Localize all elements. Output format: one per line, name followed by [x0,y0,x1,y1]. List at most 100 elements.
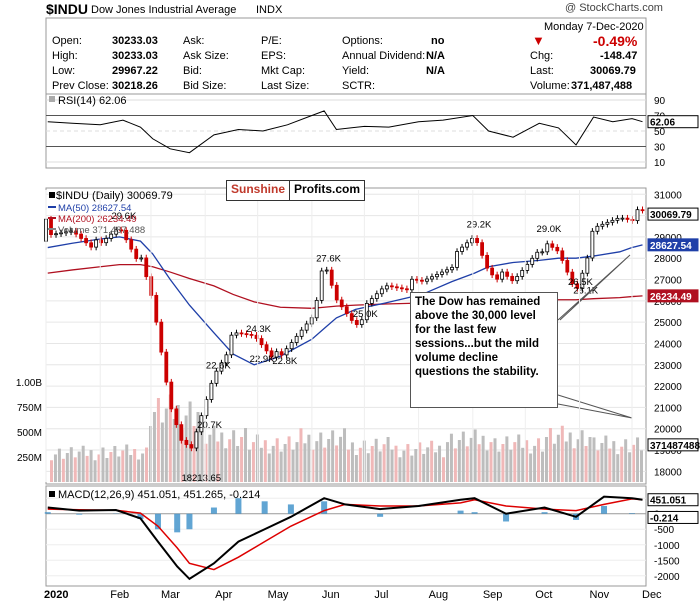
volume-bar [366,453,370,482]
volume-bar [438,445,442,482]
ask-label: Ask: [183,35,205,47]
candle-body [595,225,600,232]
price-last-tag: 30069.79 [650,210,692,221]
candle-body [550,243,555,248]
dividend-value: N/A [426,50,445,62]
candle-body [620,217,625,220]
price-data-label: 18213.65 [181,473,221,484]
volume-bar [263,440,267,482]
candle-body [219,362,224,372]
candle-body [279,351,284,356]
volume-bar [156,398,160,482]
candle-body [545,243,550,253]
volume-bar [299,428,303,482]
volume-bar [220,432,224,482]
last-size-label: Last Size: [261,80,310,92]
volume-bar [457,440,461,482]
price-data-label: 26.5K [568,277,593,288]
volume-bar [628,452,632,482]
candle-body [605,221,610,225]
volume-bar [331,430,335,482]
volume-bar [117,456,121,482]
volume-bar [481,435,485,482]
volume-bar [335,445,339,482]
candle-body [354,320,359,325]
volume-bar [576,439,580,482]
volume-bar [267,453,271,482]
volume-bar [192,426,196,482]
macd-histogram-bar [186,513,193,530]
candle-body [134,248,139,259]
macd-panel [45,485,647,587]
options-value: no [431,35,445,47]
candle-body [635,209,640,222]
volume-bar [121,450,125,482]
candle-body [575,283,580,289]
volume-bar [390,449,394,482]
candle-body [625,217,630,220]
volume-bar [164,408,168,482]
candle-body [560,250,565,261]
macd-histogram-bar [377,513,384,517]
volume-bar [616,454,620,482]
candle-body [189,444,194,449]
volume-bar [501,444,505,482]
macd-tick-label: -1500 [654,556,680,567]
volume-bar [564,441,568,482]
macd-hist-last-tag: -0.214 [650,513,679,524]
volume-bar [620,446,624,482]
volume-bar [145,447,149,482]
volume-bar [208,434,212,482]
volume-tick-label: 250M [17,453,42,464]
rsi-tick-label: 30 [654,143,666,154]
rsi-tick-label: 90 [654,96,666,107]
macd-histogram-bar [321,501,328,514]
volume-bar [244,428,248,482]
volume-bar [236,446,240,482]
volume-bar [568,432,572,482]
candle-body [84,238,89,244]
logo-right: Profits.com [294,182,361,196]
candle-body [600,223,605,227]
volume-bar [85,455,89,482]
exchange: INDX [256,4,283,16]
volume-bar [224,448,228,482]
price-tick-label: 31000 [654,190,682,201]
volume-bar [279,451,283,482]
sunshine-profits-logo: Sunshine Profits.com [226,180,366,201]
macd-histogram-bar [541,512,548,514]
candle-body [455,251,459,268]
x-tick-label: Dec [642,589,662,601]
volume-bar [588,437,592,482]
candle-body [104,238,109,244]
macd-histogram-bar [503,513,510,522]
volume-bar [212,425,216,482]
volume-value: 371,487,488 [571,80,633,92]
volume-bar [374,438,378,482]
macd-tick-label: -2000 [654,572,680,583]
volume-bar [152,412,156,482]
legend-entry: MA(200) 26234.49 [58,214,137,225]
volume-bar [521,447,525,482]
candle-body [174,408,179,426]
price-tick-label: 23000 [654,361,682,372]
candle-body [585,257,590,274]
volume-bar [251,442,255,482]
volume-bar [129,455,133,482]
mkt-cap-label: Mkt Cap: [261,65,306,77]
volume-bar [461,431,465,482]
candle-body [129,239,134,250]
volume-bar [624,439,628,482]
annotation-callout: The Dow has remained above the 30,000 le… [410,292,558,408]
last-value: 30069.79 [590,65,636,77]
candle-body [510,275,515,282]
volume-bar [493,438,497,482]
volume-bar [596,450,600,482]
volume-bar [53,454,57,482]
candle-body [420,279,424,282]
volume-bar [168,394,172,482]
price-data-label: 29.6K [111,211,136,222]
macd-histogram-bar [471,512,478,514]
candle-body [570,271,575,285]
candle-body [259,338,264,346]
